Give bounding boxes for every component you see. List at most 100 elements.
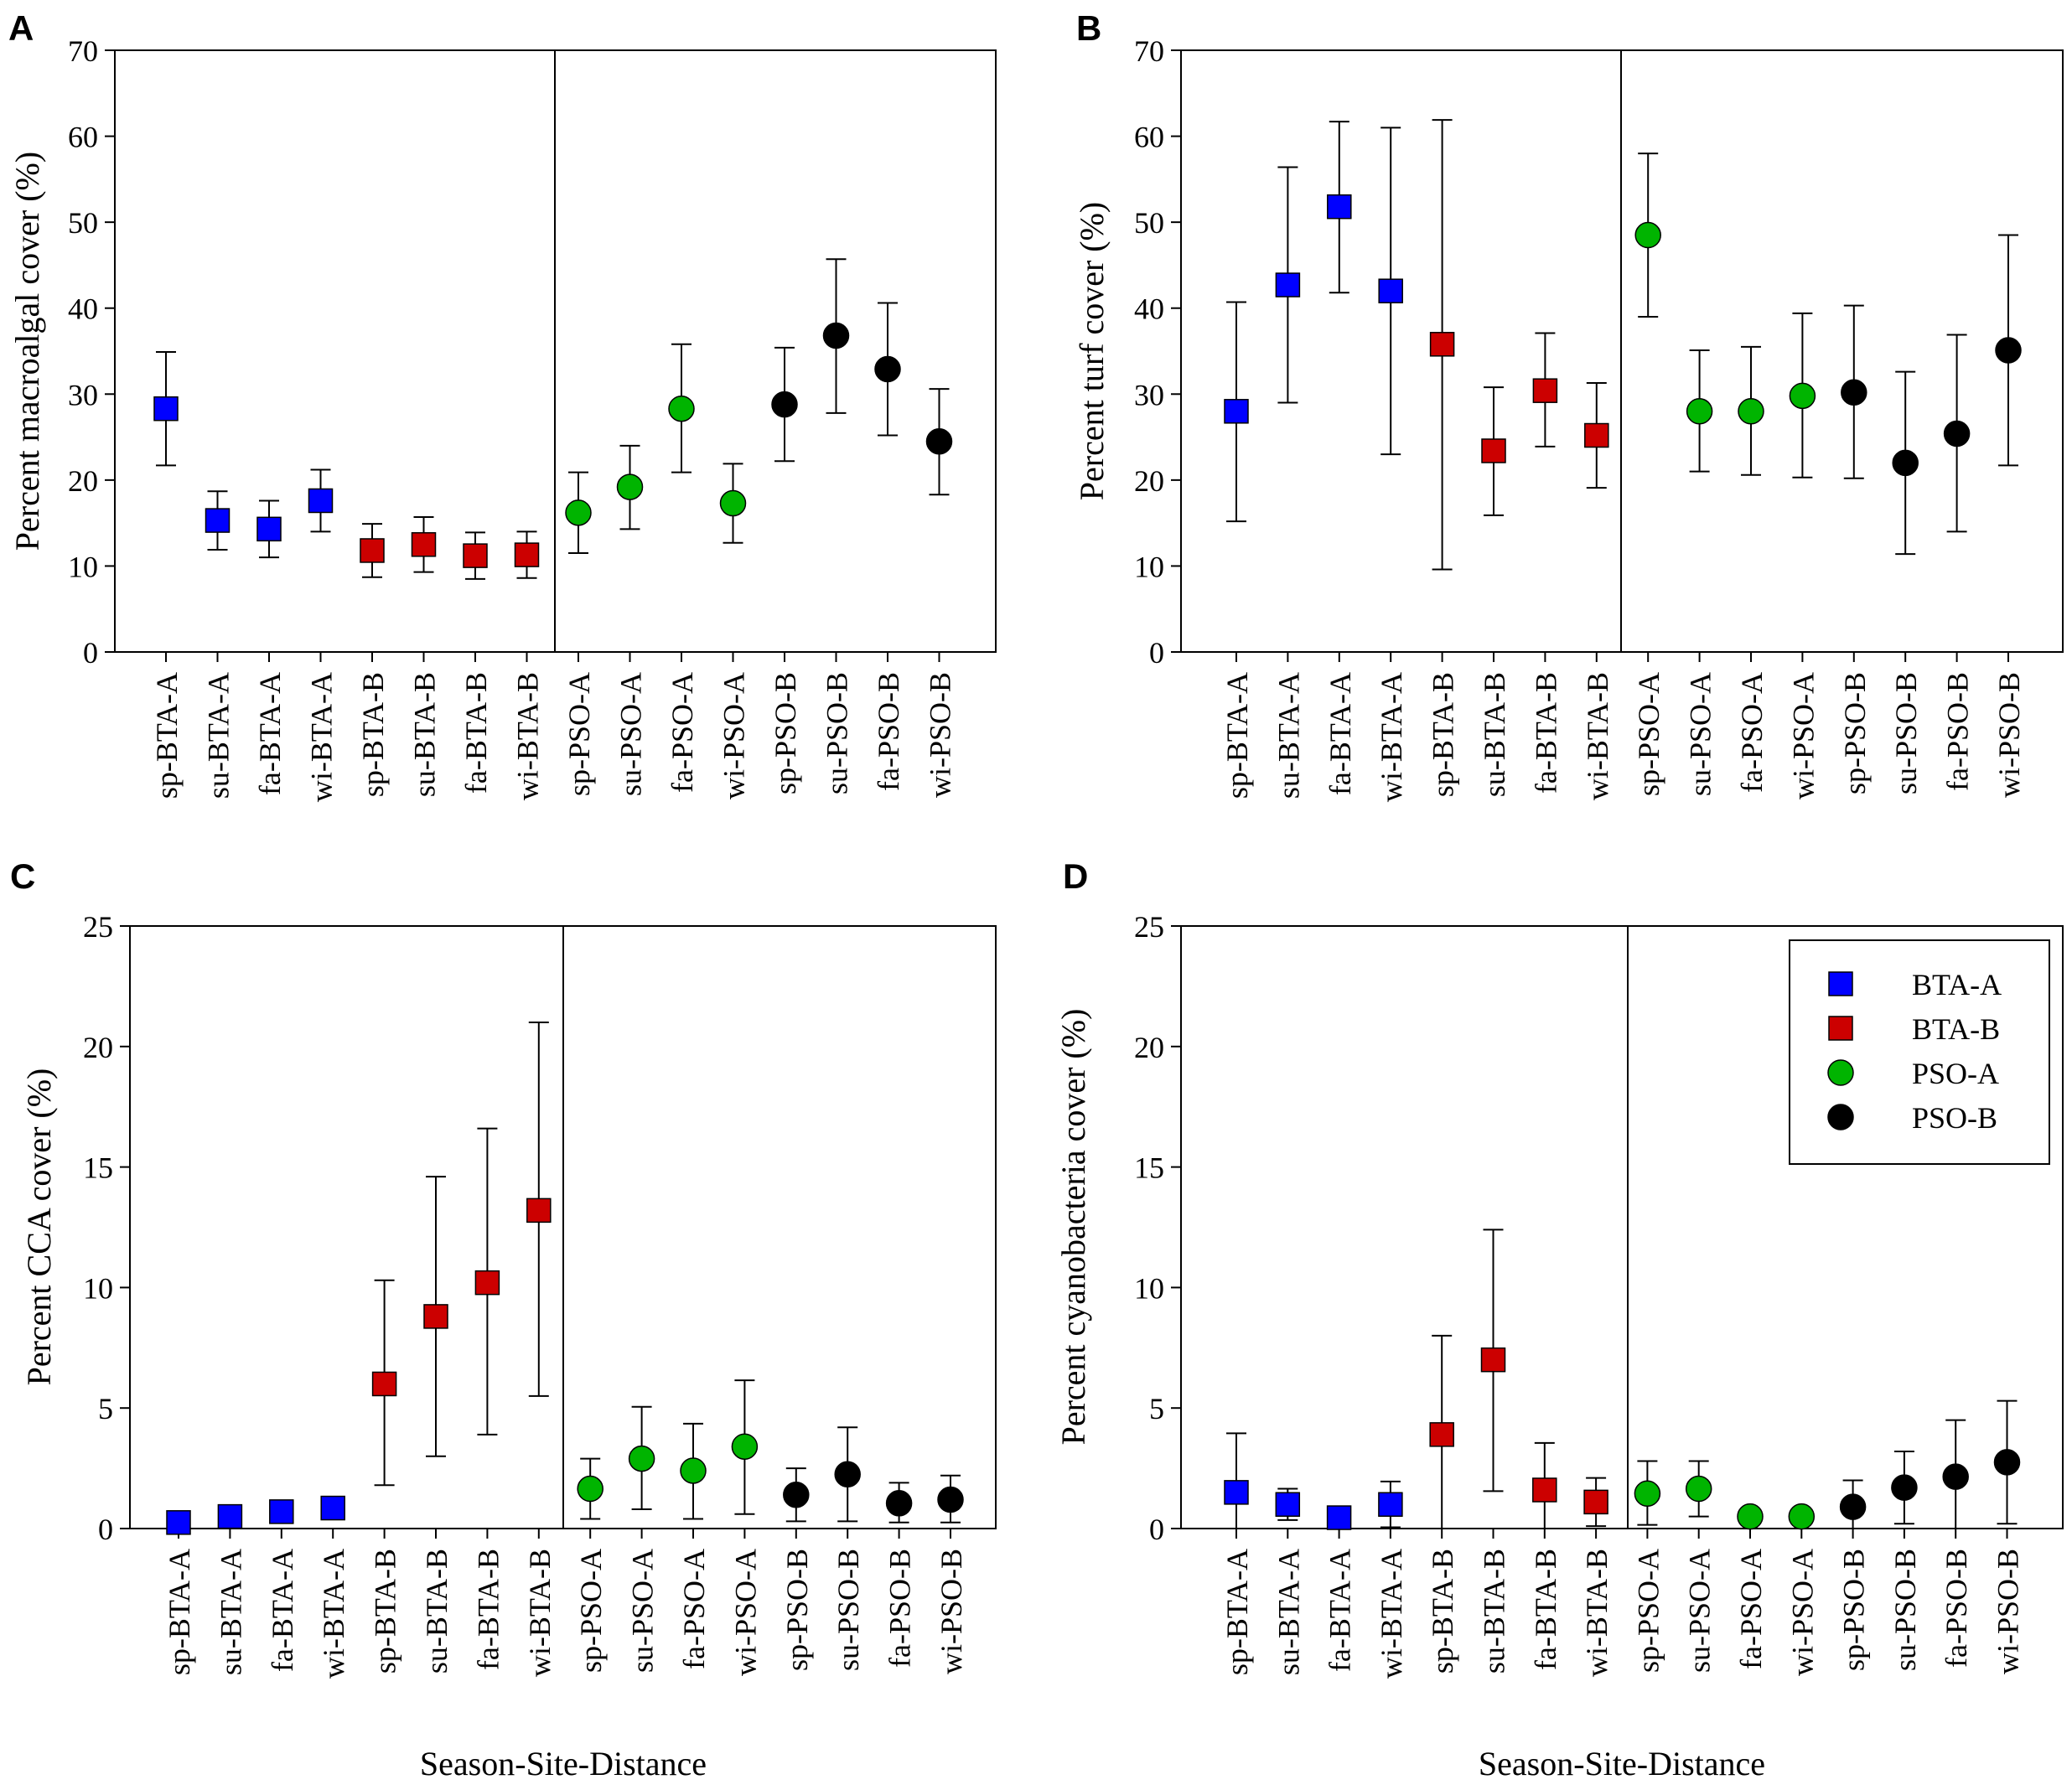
x-tick-label: wi-PSO-B xyxy=(1992,1549,2025,1674)
y-tick-label: 0 xyxy=(98,1513,113,1546)
x-tick-label: sp-PSO-B xyxy=(769,672,802,794)
x-tick-label: fa-BTA-A xyxy=(253,672,287,795)
x-tick-label: wi-BTA-A xyxy=(1375,672,1408,802)
x-tick-label: wi-BTA-A xyxy=(1375,1549,1408,1679)
data-point xyxy=(153,396,179,422)
x-tick-label: fa-BTA-A xyxy=(1323,1549,1357,1672)
data-point xyxy=(1532,378,1558,403)
data-point xyxy=(925,427,953,455)
data-point xyxy=(1583,1489,1608,1515)
data-point xyxy=(205,508,231,533)
data-point xyxy=(1995,337,2022,364)
data-point xyxy=(1891,1474,1918,1501)
x-tick-label: sp-BTA-B xyxy=(369,1549,402,1674)
x-tick-label: fa-PSO-A xyxy=(666,672,699,793)
x-tick-label: sp-BTA-B xyxy=(1427,672,1460,797)
data-point xyxy=(1327,194,1352,220)
legend-marker xyxy=(1827,1104,1854,1130)
data-point xyxy=(668,395,695,422)
y-tick-label: 5 xyxy=(1149,1392,1164,1425)
panel-label: C xyxy=(10,856,35,896)
x-tick-label: su-PSO-A xyxy=(626,1549,660,1673)
data-point xyxy=(719,489,747,517)
legend-label: PSO-A xyxy=(1912,1057,1999,1090)
x-tick-label: fa-PSO-A xyxy=(677,1549,711,1669)
data-point xyxy=(1634,1480,1661,1508)
x-tick-label: sp-PSO-B xyxy=(780,1549,814,1671)
data-point xyxy=(771,391,798,418)
x-tick-label: fa-BTA-B xyxy=(1529,1549,1562,1670)
data-point xyxy=(371,1371,397,1397)
data-point xyxy=(1839,1493,1867,1520)
legend-label: BTA-A xyxy=(1912,968,2002,1001)
data-point xyxy=(1685,1475,1712,1503)
plot-area xyxy=(1180,925,2064,1529)
data-point xyxy=(360,538,385,563)
x-tick-label: sp-BTA-B xyxy=(1426,1549,1459,1674)
data-point xyxy=(1738,398,1764,425)
y-tick-label: 25 xyxy=(83,910,113,944)
panel-a: A Percent macroalgal cover (%) 0 10 20 30 40… xyxy=(8,8,997,802)
data-marks xyxy=(1224,50,2022,652)
x-tick-label: fa-PSO-B xyxy=(872,672,905,791)
x-tick-label: su-PSO-B xyxy=(1889,672,1923,794)
x-tick-label: wi-BTA-A xyxy=(317,1549,350,1679)
x-tick-label: sp-PSO-A xyxy=(562,672,596,796)
legend: BTA-A BTA-B PSO-A PSO-B xyxy=(1789,939,2050,1165)
x-tick-label: fa-BTA-A xyxy=(266,1549,299,1672)
y-tick-label: 10 xyxy=(68,550,98,583)
axis-ticks: 0 5 10 15 20 25 sp-BTA-A su-BTA-A fa-BTA-A wi-BTA… xyxy=(1134,910,2025,1679)
x-tick-label: wi-BTA-B xyxy=(511,672,545,800)
data-point xyxy=(308,488,334,514)
data-point xyxy=(874,355,901,383)
y-tick-label: 10 xyxy=(1134,1271,1164,1305)
panel-b: B Percent turf cover (%) 0 10 20 30 40 50 60 70… xyxy=(1073,8,2064,802)
data-point xyxy=(1686,398,1713,425)
data-point xyxy=(217,1503,243,1529)
data-point xyxy=(565,499,592,526)
x-tick-label: su-BTA-B xyxy=(420,1549,453,1674)
y-axis-title: Percent turf cover (%) xyxy=(1073,202,1111,500)
x-tick-label: fa-BTA-A xyxy=(1323,672,1357,795)
x-tick-label: su-BTA-A xyxy=(1272,672,1305,799)
data-point xyxy=(628,1445,655,1472)
x-tick-label: wi-PSO-A xyxy=(717,672,751,799)
data-point xyxy=(1634,221,1661,249)
legend-entries: BTA-A BTA-B PSO-A PSO-B xyxy=(1827,968,2002,1135)
data-point xyxy=(463,543,488,568)
axis-ticks: 0 5 10 15 20 25 sp-BTA-A su-BTA-A fa-BTA-A wi-BTA… xyxy=(83,910,968,1679)
data-point xyxy=(474,1270,500,1296)
x-tick-label: fa-PSO-B xyxy=(1940,1549,1973,1668)
legend-entry: PSO-B xyxy=(1827,1101,1997,1135)
y-tick-label: 15 xyxy=(1134,1151,1164,1185)
y-axis-title: Percent cyanobacteria cover (%) xyxy=(1054,1009,1092,1446)
y-tick-label: 5 xyxy=(98,1392,113,1425)
x-tick-label: wi-PSO-A xyxy=(1786,672,1820,799)
x-tick-label: su-BTA-A xyxy=(1272,1549,1305,1675)
legend-entry: BTA-A xyxy=(1828,968,2002,1001)
x-tick-label: fa-BTA-B xyxy=(1529,672,1562,794)
data-marks xyxy=(153,50,953,652)
x-tick-label: fa-PSO-B xyxy=(1941,672,1975,791)
data-point xyxy=(1224,1480,1249,1505)
x-tick-label: su-PSO-B xyxy=(831,1549,865,1671)
data-point xyxy=(680,1457,707,1484)
data-point xyxy=(269,1499,294,1524)
x-tick-label: sp-BTA-B xyxy=(356,672,390,797)
data-point xyxy=(1737,1503,1764,1530)
data-point xyxy=(885,1490,913,1517)
x-tick-label: wi-BTA-B xyxy=(1580,1549,1614,1677)
y-tick-label: 30 xyxy=(68,378,98,411)
x-tick-label: su-BTA-A xyxy=(214,1549,247,1675)
y-tick-label: 0 xyxy=(83,636,98,670)
y-tick-label: 20 xyxy=(68,464,98,498)
data-marks xyxy=(166,926,964,1535)
x-tick-label: wi-BTA-B xyxy=(523,1549,557,1677)
x-tick-label: su-PSO-A xyxy=(1683,1549,1717,1673)
data-point xyxy=(1841,379,1867,406)
y-tick-label: 25 xyxy=(1134,910,1164,944)
data-point xyxy=(1788,1503,1816,1530)
data-point xyxy=(256,516,282,542)
x-tick-label: su-BTA-B xyxy=(1478,1549,1511,1674)
